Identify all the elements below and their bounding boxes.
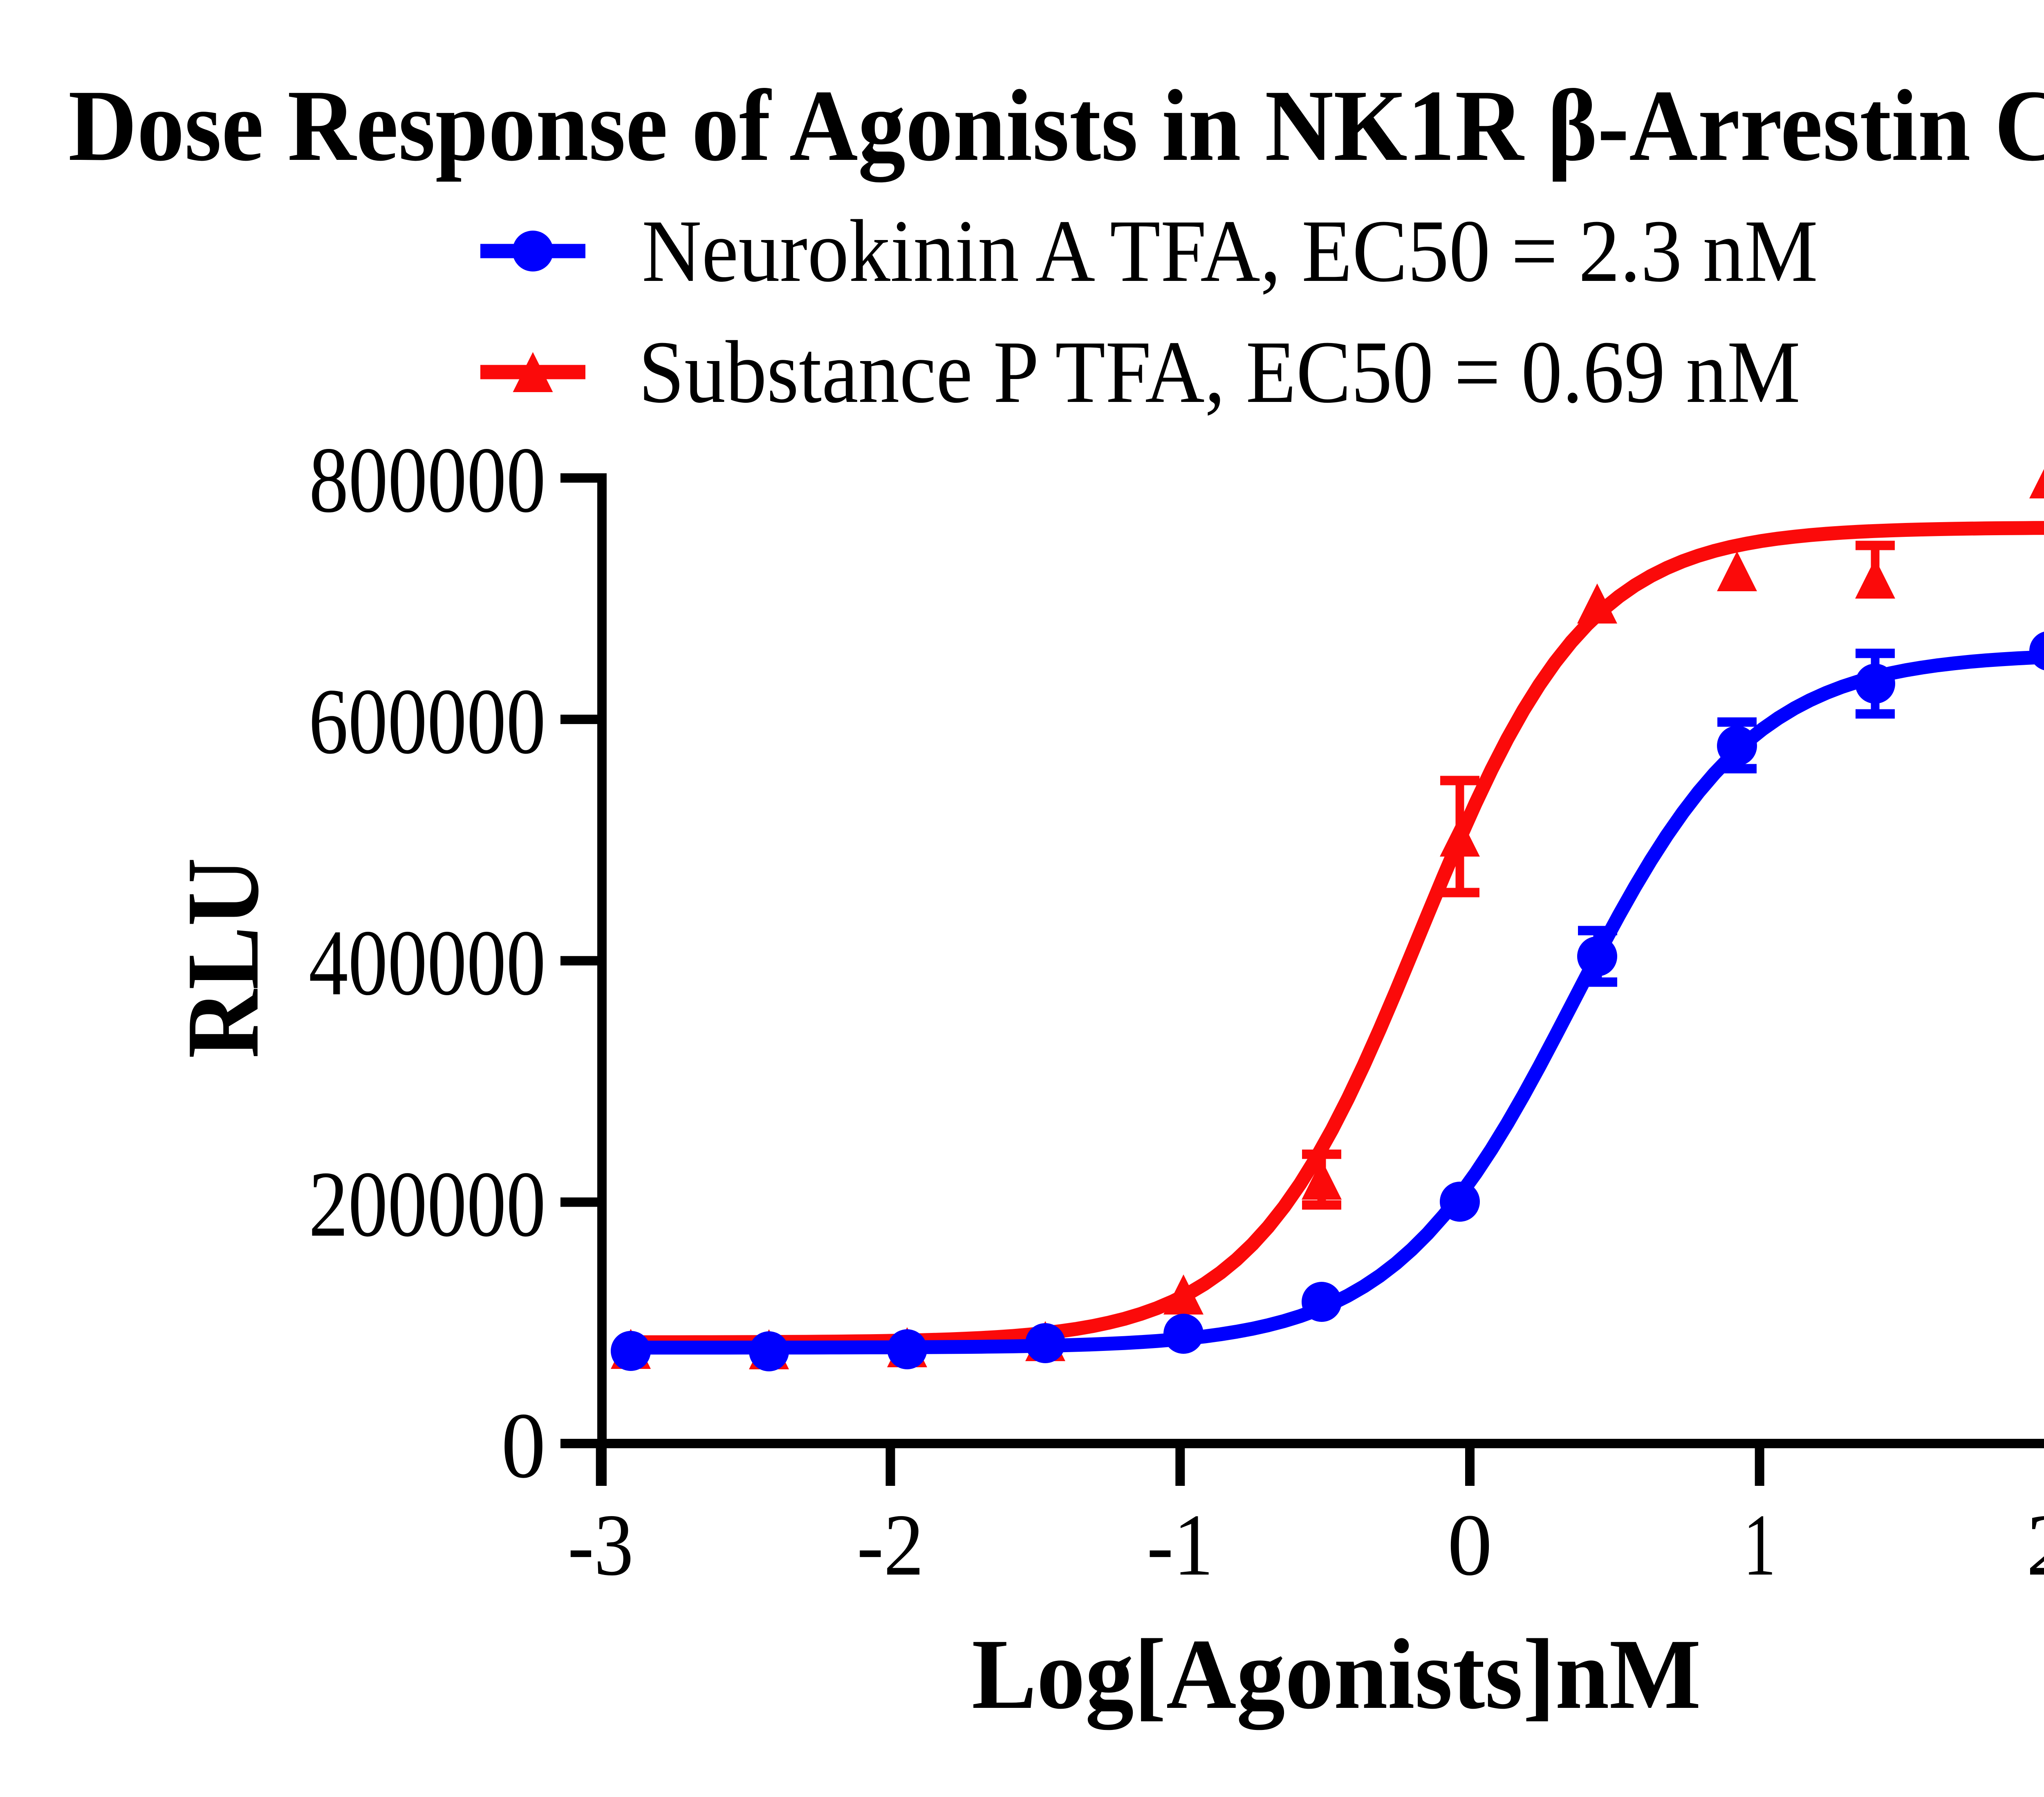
svg-text:1: 1	[1743, 1496, 1776, 1594]
svg-text:Neurokinin A TFA, EC50 = 2.3 n: Neurokinin A TFA, EC50 = 2.3 nM	[642, 202, 1818, 301]
svg-text:Substance P TFA, EC50 = 0.69 n: Substance P TFA, EC50 = 0.69 nM	[639, 323, 1800, 422]
svg-text:Dose Response of Agonists in N: Dose Response of Agonists in NK1R β-Arre…	[68, 69, 2044, 182]
svg-text:400000: 400000	[309, 911, 546, 1015]
svg-text:-3: -3	[568, 1496, 634, 1594]
svg-text:-2: -2	[857, 1496, 924, 1594]
svg-text:-1: -1	[1147, 1496, 1213, 1594]
svg-text:800000: 800000	[309, 428, 546, 532]
svg-text:2: 2	[2026, 1496, 2044, 1594]
svg-text:Log[Agonists]nM: Log[Agonists]nM	[972, 1619, 1701, 1730]
svg-text:0: 0	[1448, 1496, 1493, 1594]
svg-text:200000: 200000	[309, 1152, 546, 1256]
svg-text:RLU: RLU	[166, 858, 280, 1059]
svg-text:600000: 600000	[309, 669, 546, 773]
svg-text:0: 0	[501, 1393, 546, 1498]
